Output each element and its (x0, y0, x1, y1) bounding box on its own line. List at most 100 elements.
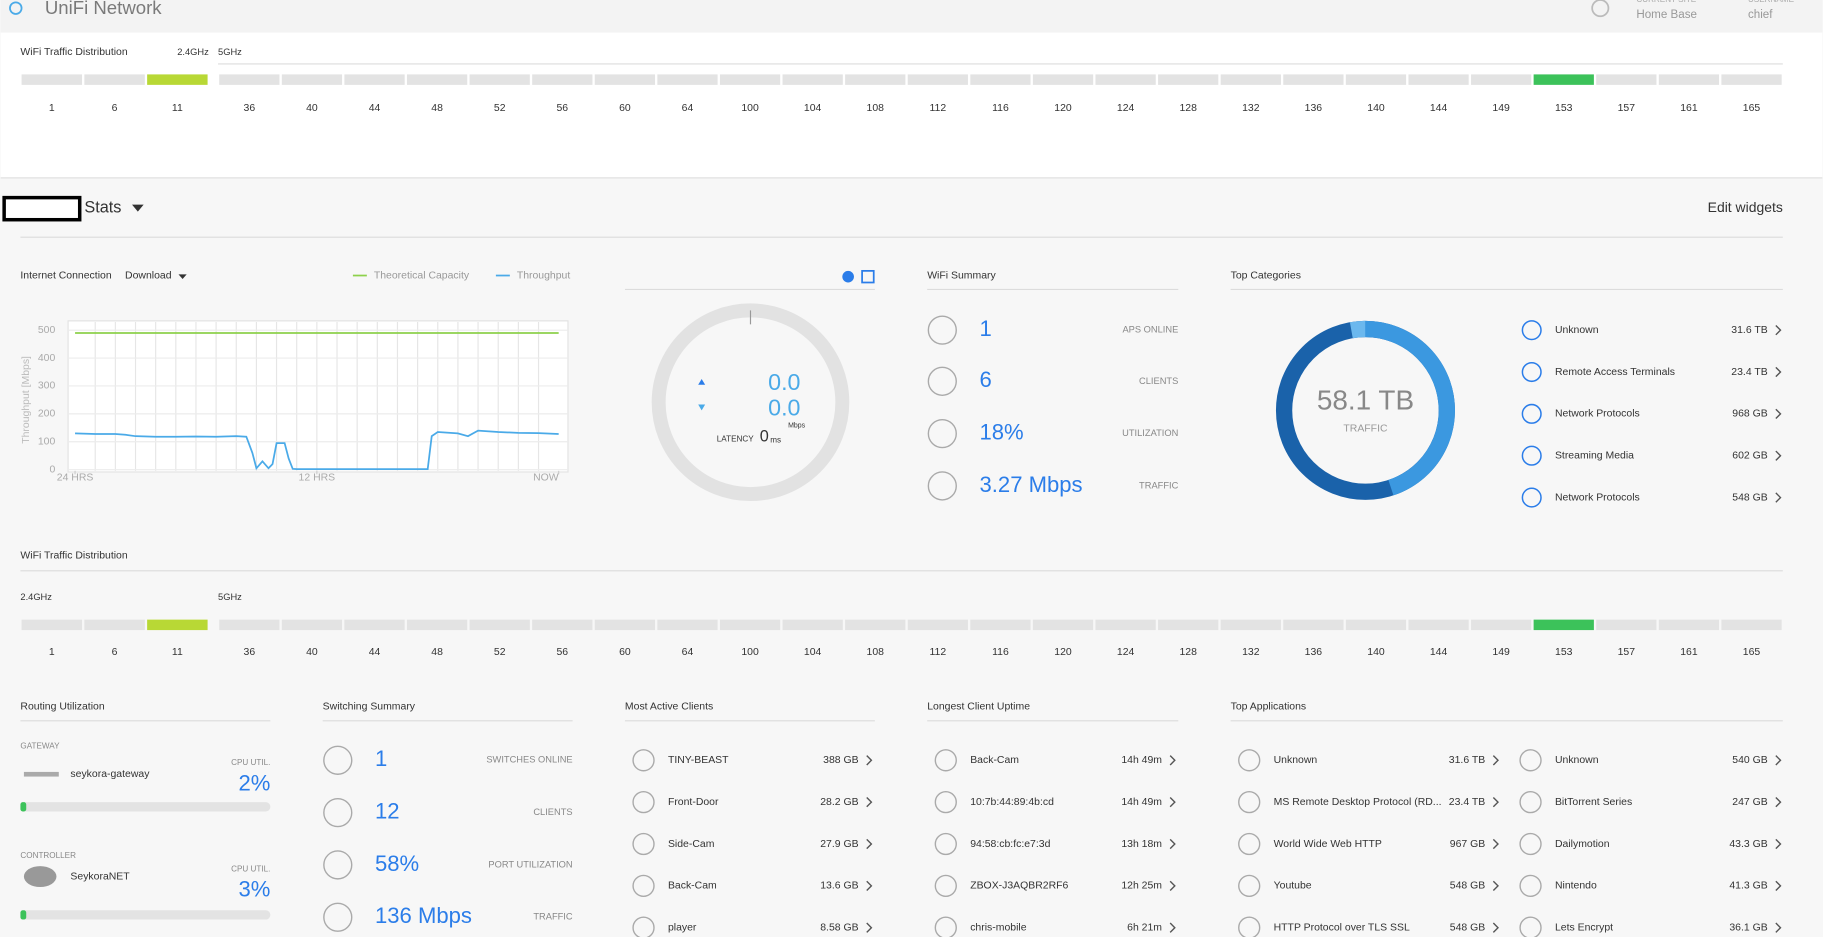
channel-label: 56 (556, 647, 568, 658)
chevron[interactable] (1775, 797, 1782, 808)
channel-label: 100 (741, 103, 759, 114)
brand: UniFi Network (45, 0, 162, 18)
chevron[interactable] (1169, 838, 1176, 850)
channel-bar (84, 74, 145, 85)
item-name: Dailymotion (1555, 839, 1610, 850)
chevron[interactable] (1169, 755, 1176, 766)
cpu-value: 3% (238, 876, 270, 901)
chevron[interactable] (866, 797, 873, 808)
channel-label: 132 (1242, 103, 1260, 114)
widget-title: Routing Utilization (20, 702, 104, 713)
channel-bar (532, 619, 593, 631)
dropdown[interactable]: Download (125, 270, 172, 281)
chevron[interactable] (1775, 838, 1782, 850)
category-icon (1521, 487, 1542, 508)
item-value: 13.6 GB (820, 881, 858, 892)
chevron[interactable] (1775, 492, 1782, 503)
channel-label: 44 (369, 647, 381, 658)
channel-bar (281, 619, 343, 631)
channel-bar (1471, 74, 1532, 85)
section-title[interactable]: Stats (84, 198, 121, 216)
channel-label: 52 (494, 647, 506, 658)
channel-bar (1220, 74, 1281, 85)
chevron[interactable] (1775, 325, 1782, 336)
site-select[interactable]: Home Base (1636, 8, 1697, 21)
channel-bar (782, 74, 843, 85)
channel-label: 124 (1117, 103, 1135, 114)
channel-label: 1 (49, 103, 55, 114)
channel-label: 1 (49, 647, 55, 658)
category-name: Network Protocols (1555, 409, 1640, 420)
chevron[interactable] (1775, 755, 1782, 766)
stat-label: APS ONLINE (1122, 325, 1178, 335)
chevron[interactable] (1775, 922, 1782, 933)
channel-bar (970, 619, 1031, 631)
chevron[interactable] (866, 838, 873, 850)
chevron[interactable] (1169, 797, 1176, 808)
refresh-icon[interactable] (1591, 0, 1610, 18)
chevron[interactable] (866, 922, 873, 933)
channel-label: 44 (369, 103, 381, 114)
chevron[interactable] (1492, 797, 1499, 808)
chevron[interactable] (1492, 880, 1499, 891)
channel-label: 165 (1743, 103, 1761, 114)
play-icon[interactable] (842, 270, 854, 283)
icon (934, 874, 957, 898)
channel-label: 153 (1555, 103, 1573, 114)
channel-bar (907, 619, 968, 631)
channel-bar (1408, 619, 1469, 631)
category-icon (1521, 361, 1542, 383)
item-value: 12h 25m (1121, 881, 1162, 892)
channel-bar (1095, 74, 1156, 85)
chevron[interactable] (1492, 755, 1499, 766)
stat-value: 136 Mbps (375, 903, 472, 928)
stat-value: 6 (980, 367, 992, 392)
dropdown-arrow[interactable] (132, 204, 144, 212)
chevron[interactable] (1775, 408, 1782, 420)
dropdown-arrow[interactable] (178, 274, 187, 280)
item-name: MS Remote Desktop Protocol (RD... (1274, 797, 1442, 808)
widget-title: WiFi Traffic Distribution (20, 550, 127, 561)
item-name: Lets Encrypt (1555, 922, 1613, 933)
chevron[interactable] (866, 755, 873, 766)
icon (1519, 916, 1542, 937)
item-name: Youtube (1274, 881, 1312, 892)
item-name: Unknown (1274, 755, 1318, 766)
y-tick-label: 100 (38, 437, 56, 448)
x-tick-label: 12 HRS (299, 473, 336, 484)
stat-label: TRAFFIC (1139, 480, 1179, 490)
icon (927, 366, 957, 396)
chevron[interactable] (1775, 366, 1782, 378)
channel-label: 136 (1305, 647, 1323, 658)
channel-label: 161 (1680, 103, 1698, 114)
icon (934, 749, 957, 772)
chevron[interactable] (1492, 922, 1499, 933)
channel-bar (657, 619, 718, 631)
channel-label: 120 (1054, 647, 1072, 658)
popout-icon[interactable] (861, 269, 875, 284)
channel-label: 136 (1305, 103, 1323, 114)
channel-bar (845, 619, 906, 631)
item-value: 540 GB (1732, 755, 1767, 766)
item-value: 548 GB (1450, 881, 1485, 892)
user-menu[interactable]: chief (1748, 8, 1773, 21)
latency-value: 0 (760, 427, 769, 445)
channel-bar (344, 74, 405, 85)
stat-value: 1 (375, 746, 387, 771)
chevron[interactable] (1492, 838, 1499, 850)
chevron[interactable] (1775, 880, 1782, 891)
item-name: Unknown (1555, 755, 1599, 766)
icon (632, 790, 655, 814)
channel-bar (1408, 74, 1469, 85)
redacted-site (2, 195, 82, 222)
edit-widgets[interactable]: Edit widgets (1708, 199, 1783, 215)
chevron[interactable] (1169, 880, 1176, 891)
chevron[interactable] (1775, 450, 1782, 461)
top-bar (0, 0, 1823, 33)
channel-bar (1158, 74, 1219, 85)
channel-bar (1345, 619, 1407, 631)
chevron[interactable] (1169, 922, 1176, 933)
icon (934, 832, 957, 856)
item-value: 14h 49m (1121, 797, 1162, 808)
chevron[interactable] (866, 880, 873, 891)
